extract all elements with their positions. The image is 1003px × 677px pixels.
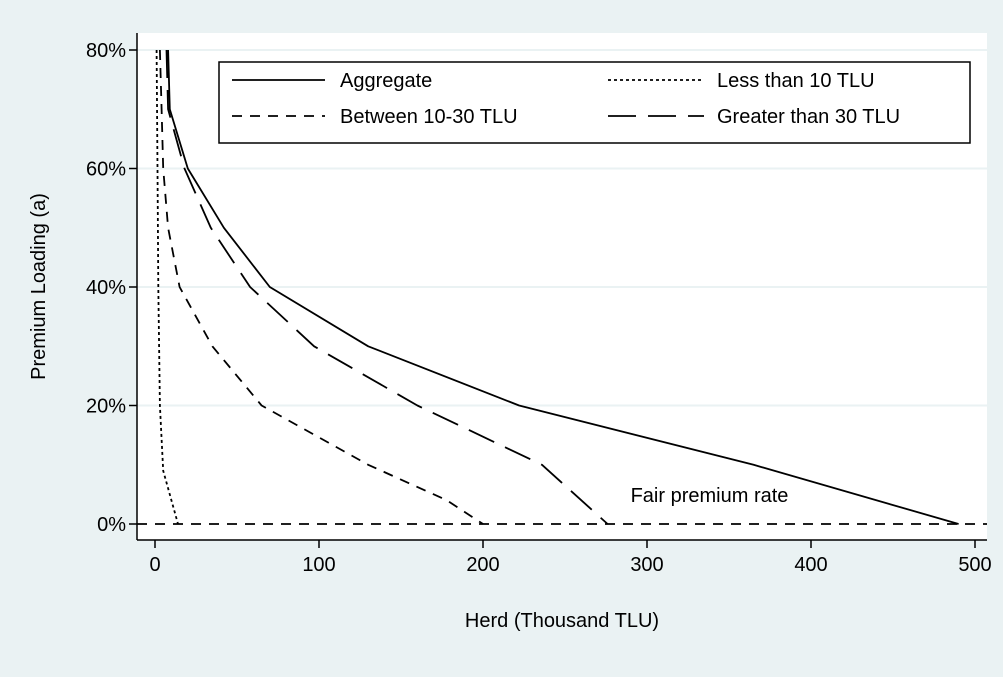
x-axis-label: Herd (Thousand TLU) [465, 610, 659, 632]
y-tick-label-0: 0% [97, 514, 126, 536]
tick-labels: 0% 20% 40% 60% 80% 0 100 200 300 400 500 [86, 40, 992, 576]
legend-label-greater-than-30-tlu: Greater than 30 TLU [717, 106, 900, 128]
legend-label-between-10-30-tlu: Between 10-30 TLU [340, 106, 518, 128]
series-line-aggregate [167, 49, 959, 525]
y-tick-label-3: 60% [86, 159, 126, 181]
axes [129, 33, 987, 548]
x-tick-label-3: 300 [630, 554, 663, 576]
x-tick-label-5: 500 [958, 554, 991, 576]
x-tick-label-2: 200 [466, 554, 499, 576]
y-axis-label: Premium Loading (a) [28, 193, 50, 380]
fair-premium-rate-annotation: Fair premium rate [631, 485, 789, 507]
grid-lines [137, 49, 987, 407]
legend-label-less-than-10-tlu: Less than 10 TLU [717, 70, 875, 92]
y-tick-label-2: 40% [86, 277, 126, 299]
x-tick-label-1: 100 [302, 554, 335, 576]
y-tick-label-1: 20% [86, 396, 126, 418]
legend-label-aggregate: Aggregate [340, 70, 432, 92]
series-line-less-than-10-tlu [155, 49, 179, 525]
series-line-greater-than-30-tlu [165, 49, 609, 525]
legend: Aggregate Less than 10 TLU Between 10-30… [218, 61, 971, 144]
y-tick-label-4: 80% [86, 40, 126, 62]
x-tick-label-0: 0 [149, 554, 160, 576]
legend-box [218, 61, 971, 144]
x-tick-label-4: 400 [794, 554, 827, 576]
series-line-between-10-30-tlu [159, 49, 484, 525]
series-lines [137, 49, 987, 525]
